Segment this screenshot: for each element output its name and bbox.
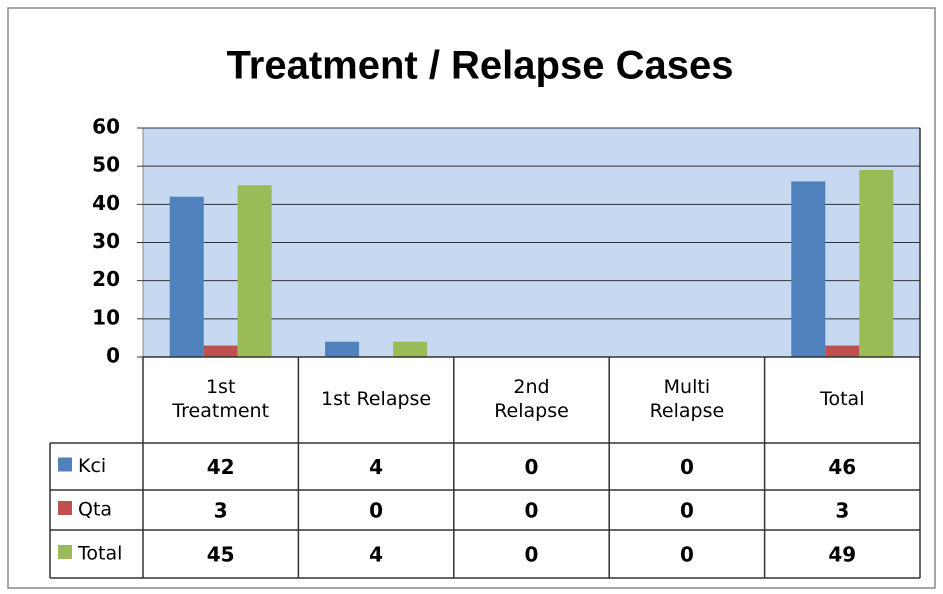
table-value: 0: [525, 455, 539, 479]
y-tick-label: 0: [106, 344, 120, 368]
legend-label: Kci: [78, 455, 106, 477]
x-tick-label: 1st Treatment: [172, 376, 270, 422]
table-value: 0: [525, 499, 539, 523]
bar: [791, 181, 826, 357]
y-tick-label: 10: [92, 305, 120, 329]
y-tick-label: 40: [92, 191, 120, 215]
bar: [237, 185, 272, 357]
legend-swatch: [58, 545, 72, 559]
y-tick-label: 30: [92, 229, 120, 253]
table-value: 45: [207, 543, 235, 567]
y-tick-label: 50: [92, 153, 120, 177]
bar: [203, 345, 238, 357]
table-value: 4: [369, 455, 383, 479]
legend-label: Total: [77, 543, 122, 565]
y-tick-label: 20: [92, 267, 120, 291]
table-value: 4: [369, 543, 383, 567]
bar: [169, 196, 204, 357]
table-value: 49: [828, 543, 856, 567]
table-value: 0: [680, 455, 694, 479]
table-value: 0: [525, 543, 539, 567]
table-value: 0: [369, 499, 383, 523]
table-value: 3: [835, 499, 849, 523]
bar: [859, 169, 894, 357]
x-tick-label: 1st Relapse: [321, 388, 432, 411]
table-value: 42: [207, 455, 235, 479]
y-tick-label: 60: [92, 115, 120, 139]
table-value: 0: [680, 543, 694, 567]
table-value: 3: [214, 499, 228, 523]
table-value: 46: [828, 455, 856, 479]
bar: [325, 341, 360, 357]
legend-swatch: [58, 501, 72, 515]
legend-swatch: [58, 457, 72, 472]
x-tick-label: 2nd Relapse: [494, 376, 569, 422]
bar: [393, 341, 428, 357]
bar: [825, 345, 860, 357]
x-tick-label: Multi Relapse: [649, 376, 725, 422]
legend-label: Qta: [78, 499, 112, 521]
table-value: 0: [680, 499, 694, 523]
chart-title: Treatment / Relapse Cases: [227, 44, 734, 88]
x-tick-label: Total: [820, 388, 865, 411]
